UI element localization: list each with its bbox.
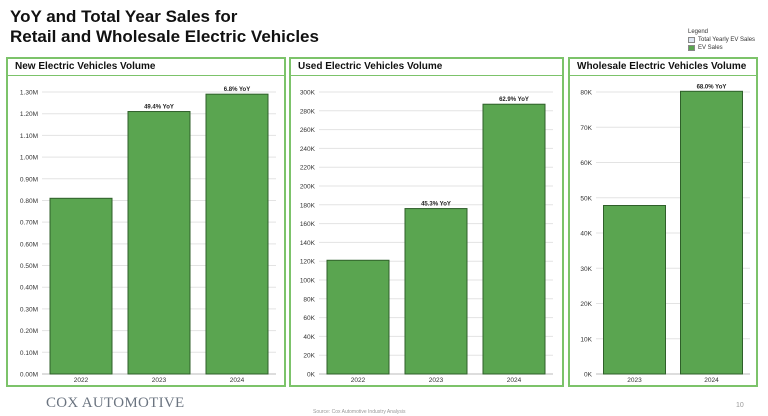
y-tick-label: 20K [580, 301, 592, 308]
y-tick-label: 60K [580, 160, 592, 167]
bar [404, 208, 468, 375]
y-tick-label: 100K [300, 278, 316, 285]
bar [205, 93, 269, 375]
y-tick-label: 260K [300, 127, 316, 134]
y-tick-label: 1.20M [20, 111, 38, 118]
x-tick-label: 2022 [351, 377, 366, 384]
x-tick-label: 2024 [507, 377, 522, 384]
y-tick-label: 0.30M [20, 306, 38, 313]
y-tick-label: 300K [300, 90, 316, 97]
panel-title-new: New Electric Vehicles Volume [15, 61, 156, 72]
y-tick-label: 1.30M [20, 90, 38, 97]
x-tick-label: 2023 [429, 377, 444, 384]
source-note: Source: Cox Automotive Industry Analysis [313, 409, 406, 415]
page-number: 10 [736, 402, 744, 409]
y-tick-label: 0.90M [20, 176, 38, 183]
y-tick-label: 180K [300, 202, 316, 209]
legend-label-total: Total Yearly EV Sales [698, 37, 756, 43]
y-tick-label: 0.40M [20, 285, 38, 292]
y-tick-label: 240K [300, 146, 316, 153]
panel-used-ev-volume: Used Electric Vehicles Volume 0K 20K 40K 60… [289, 57, 564, 387]
y-tick-label: 0K [307, 372, 316, 379]
x-tick-label: 2023 [152, 377, 167, 384]
y-tick-label: 30K [580, 266, 592, 273]
y-tick-label: 1.00M [20, 155, 38, 162]
bar [127, 111, 191, 375]
y-tick-label: 0.50M [20, 263, 38, 270]
y-tick-label: 220K [300, 165, 316, 172]
legend-item-ev-sales[interactable]: EV Sales [688, 45, 755, 51]
data-label-yoy: 62.9% YoY [499, 97, 529, 103]
x-tick-label: 2022 [74, 377, 89, 384]
y-tick-label: 50K [580, 195, 592, 202]
panel-divider [291, 75, 562, 76]
chart-used-ev-volume: 0K 20K 40K 60K 80K 100K 120K 140K 160K 180K 200K 22… [300, 90, 553, 384]
y-tick-label: 0.10M [20, 350, 38, 357]
title-line-1: YoY and Total Year Sales for [10, 7, 238, 26]
data-label-yoy: 68.0% YoY [697, 84, 727, 90]
y-tick-label: 160K [300, 221, 316, 228]
y-tick-label: 280K [300, 108, 316, 115]
data-label-yoy: 49.4% YoY [144, 105, 174, 111]
panel-wholesale-ev-volume: Wholesale Electric Vehicles Volume 0K 10K… [568, 57, 758, 387]
panel-new-ev-volume: New Electric Vehicles Volume 0.00M 0.10M 0… [6, 57, 286, 387]
legend-item-total[interactable]: Total Yearly EV Sales [688, 37, 755, 43]
bar [680, 90, 743, 375]
bar [326, 259, 390, 375]
y-tick-label: 1.10M [20, 133, 38, 140]
y-tick-label: 0.60M [20, 241, 38, 248]
y-tick-label: 0.00M [20, 372, 38, 379]
chart-wholesale-ev-volume: 0K 10K 20K 30K 40K 50K 60K 70K 80K 2023 68.0% YoY 2… [580, 84, 750, 384]
y-tick-label: 0K [584, 372, 593, 379]
y-tick-label: 120K [300, 259, 316, 266]
page-title: YoY and Total Year Sales for Retail and … [10, 7, 319, 47]
y-tick-label: 70K [580, 125, 592, 132]
legend: Legend Total Yearly EV Sales EV Sales [688, 29, 755, 53]
bar [49, 197, 113, 375]
legend-swatch-total [688, 37, 695, 43]
y-tick-label: 40K [580, 231, 592, 238]
y-tick-label: 0.80M [20, 198, 38, 205]
y-tick-label: 10K [580, 336, 592, 343]
panel-divider [570, 75, 756, 76]
panel-title-used: Used Electric Vehicles Volume [298, 61, 443, 72]
legend-swatch-ev-sales [688, 45, 695, 51]
y-tick-label: 140K [300, 240, 316, 247]
y-tick-label: 80K [303, 296, 315, 303]
x-tick-label: 2024 [230, 377, 245, 384]
chart-new-ev-volume: 0.00M 0.10M 0.20M 0.30M 0.40M 0.50M 0.60M 0.70M… [20, 87, 276, 384]
data-label-yoy: 45.3% YoY [421, 202, 451, 208]
y-tick-label: 80K [580, 90, 592, 97]
y-tick-label: 40K [303, 334, 315, 341]
y-tick-label: 0.20M [20, 328, 38, 335]
company-logo: COX AUTOMOTIVE [46, 395, 185, 411]
title-line-2: Retail and Wholesale Electric Vehicles [10, 27, 319, 46]
x-tick-label: 2023 [627, 377, 642, 384]
y-tick-label: 200K [300, 184, 316, 191]
bar [603, 205, 666, 375]
data-label-yoy: 6.8% YoY [224, 87, 250, 93]
bar [482, 103, 546, 375]
legend-label-ev-sales: EV Sales [698, 45, 723, 51]
panel-divider [8, 75, 284, 76]
y-tick-label: 20K [303, 353, 315, 360]
x-tick-label: 2024 [704, 377, 719, 384]
y-tick-label: 0.70M [20, 220, 38, 227]
panel-title-wholesale: Wholesale Electric Vehicles Volume [577, 61, 747, 72]
legend-title: Legend [688, 29, 709, 35]
y-tick-label: 60K [303, 315, 315, 322]
